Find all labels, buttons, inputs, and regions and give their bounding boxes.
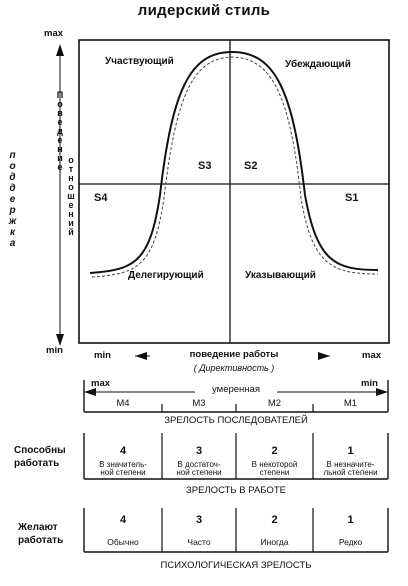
quadrant-bottom-right-label: Указывающий: [245, 270, 316, 281]
style-s1-label: S1: [345, 192, 359, 204]
diagram-title: лидерский стиль: [137, 2, 271, 19]
maturity-moderate: умеренная: [195, 384, 277, 395]
ability-row-label-1: Способны: [14, 445, 66, 456]
maturity-min: min: [361, 378, 378, 389]
y-axis-inner-label-2: отношений: [66, 155, 76, 236]
maturity-level-m3: M3: [192, 398, 206, 409]
ability-cell-2-line-1: В некоторой: [251, 460, 298, 469]
maturity-max: max: [91, 378, 111, 389]
y-axis-min: min: [46, 345, 63, 356]
style-s2-label: S2: [244, 160, 258, 172]
willingness-number-3: 3: [195, 514, 203, 526]
willingness-cell-2: Иногда: [260, 537, 289, 547]
x-axis-max: max: [362, 350, 382, 361]
y-axis-arrow-up-icon: [56, 44, 64, 56]
ability-cell-4-line-1: В значитель-: [99, 460, 147, 469]
ability-row-label-2: работать: [14, 458, 60, 469]
ability-caption: ЗРЕЛОСТЬ В РАБОТЕ: [186, 485, 286, 496]
bell-curve-dashed: [91, 56, 379, 278]
x-axis-arrow-right-icon: [318, 352, 330, 360]
maturity-level-m1: M1: [343, 398, 358, 409]
maturity-caption: ЗРЕЛОСТЬ ПОСЛЕДОВАТЕЛЕЙ: [164, 415, 308, 426]
willingness-row-label-1: Желают: [18, 522, 58, 533]
x-axis-sublabel: ( Директивность ): [193, 363, 275, 373]
ability-cell-1-line-1: В незначите-: [326, 460, 375, 469]
ability-number-3: 3: [195, 445, 203, 457]
quadrant-bottom-left-label: Делегирующий: [128, 270, 204, 281]
willingness-cell-3: Часто: [187, 537, 211, 547]
quadrant-top-left-label: Участвующий: [105, 56, 174, 67]
x-axis-min: min: [94, 350, 111, 361]
ability-cell-4-line-2: ной степени: [100, 468, 146, 478]
x-axis-label: поведение работы: [150, 349, 318, 360]
chart-frame: [78, 39, 390, 344]
willingness-number-1: 1: [347, 514, 354, 526]
ability-cell-2-line-2: степени: [259, 468, 290, 478]
y-axis-arrow-down-icon: [56, 334, 64, 346]
ability-number-1: 1: [347, 445, 354, 457]
ability-number-4: 4: [119, 445, 127, 457]
y-axis-max: max: [44, 28, 64, 39]
bell-curve: [89, 50, 379, 274]
ability-cell-3-line-1: В достаточ-: [177, 460, 221, 469]
moderate-arrow-left-icon: [84, 388, 96, 396]
willingness-number-2: 2: [271, 514, 278, 526]
y-axis-outer-label: поддержка: [7, 150, 18, 249]
ability-cell-1: В незначите- льной степени: [313, 460, 388, 478]
willingness-row-label-2: работать: [18, 535, 64, 546]
willingness-cell-4: Обычно: [107, 537, 139, 547]
ability-cell-2: В некоторой степени: [236, 460, 313, 478]
quadrant-top-right-label: Убеждающий: [285, 59, 351, 70]
ability-cell-3: В достаточ- ной степени: [162, 460, 236, 478]
maturity-level-m4: M4: [116, 398, 130, 409]
style-s3-label: S3: [198, 160, 212, 172]
willingness-cell-1: Редко: [338, 537, 363, 547]
ability-cell-1-line-2: льной степени: [323, 468, 378, 478]
willingness-number-4: 4: [119, 514, 127, 526]
ability-cell-3-line-2: ной степени: [176, 468, 222, 478]
style-s4-label: S4: [94, 192, 108, 204]
maturity-level-m2: M2: [267, 398, 282, 409]
moderate-arrow-right-icon: [376, 388, 388, 396]
ability-number-2: 2: [271, 445, 278, 457]
x-axis-arrow-left-icon: [135, 352, 147, 360]
ability-cell-4: В значитель- ной степени: [84, 460, 162, 478]
willingness-caption: ПСИХОЛОГИЧЕСКАЯ ЗРЕЛОСТЬ: [160, 560, 312, 571]
